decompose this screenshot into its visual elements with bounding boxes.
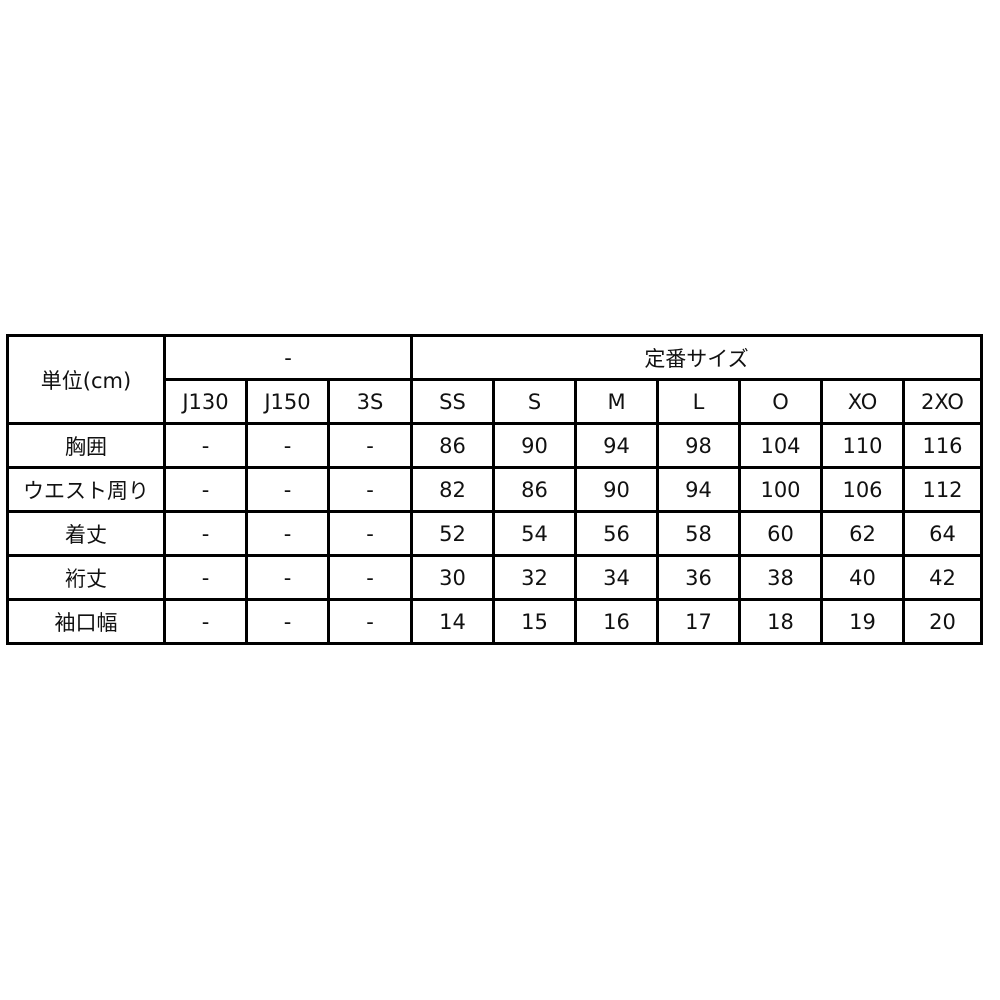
table-cell: - xyxy=(245,510,330,557)
table-cell: 90 xyxy=(492,422,577,469)
table-cell: - xyxy=(245,554,330,601)
unit-header: 単位(cm) xyxy=(6,334,166,425)
table-cell: 104 xyxy=(738,422,823,469)
table-cell: 64 xyxy=(902,510,983,557)
table-cell: 94 xyxy=(574,422,659,469)
group-header-other: - xyxy=(163,334,413,381)
table-cell: 106 xyxy=(820,466,905,513)
table-cell: 86 xyxy=(410,422,495,469)
table-row: 袖口幅 - - -14 15 16 17 18 19 20 xyxy=(6,598,983,645)
table-cell: - xyxy=(163,598,248,645)
table-row: 着丈 - - -52 54 56 58 60 62 64 xyxy=(6,510,983,557)
table-cell: 58 xyxy=(656,510,741,557)
table-cell: 100 xyxy=(738,466,823,513)
size-header: SS xyxy=(410,378,495,425)
table-cell: 52 xyxy=(410,510,495,557)
table-cell: 38 xyxy=(738,554,823,601)
size-header: 3S xyxy=(327,378,413,425)
table-cell: 82 xyxy=(410,466,495,513)
table-cell: - xyxy=(327,598,413,645)
size-header: XO xyxy=(820,378,905,425)
table-cell: 18 xyxy=(738,598,823,645)
group-header-standard: 定番サイズ xyxy=(410,334,983,381)
size-header: O xyxy=(738,378,823,425)
table-cell: 86 xyxy=(492,466,577,513)
table-row: ウエスト周り - - -82 86 90 94 100 106 112 xyxy=(6,466,983,513)
size-header: M xyxy=(574,378,659,425)
table-row: 裄丈 - - -30 32 34 36 38 40 42 xyxy=(6,554,983,601)
table-cell: - xyxy=(163,466,248,513)
table-cell: 94 xyxy=(656,466,741,513)
table-cell: 56 xyxy=(574,510,659,557)
table-cell: - xyxy=(327,466,413,513)
table-cell: 15 xyxy=(492,598,577,645)
table-cell: 17 xyxy=(656,598,741,645)
table-cell: 34 xyxy=(574,554,659,601)
table-cell: 98 xyxy=(656,422,741,469)
table-cell: - xyxy=(327,422,413,469)
size-header: J150 xyxy=(245,378,330,425)
row-label: 裄丈 xyxy=(6,554,166,601)
size-header: S xyxy=(492,378,577,425)
table-cell: - xyxy=(327,510,413,557)
table-cell: 62 xyxy=(820,510,905,557)
table-cell: 42 xyxy=(902,554,983,601)
table-cell: - xyxy=(163,510,248,557)
table-cell: 110 xyxy=(820,422,905,469)
table-cell: 19 xyxy=(820,598,905,645)
table-cell: - xyxy=(327,554,413,601)
table-cell: 60 xyxy=(738,510,823,557)
table-cell: 20 xyxy=(902,598,983,645)
table-cell: 36 xyxy=(656,554,741,601)
size-header: L xyxy=(656,378,741,425)
size-header: 2XO xyxy=(902,378,983,425)
table-cell: 30 xyxy=(410,554,495,601)
row-label: 袖口幅 xyxy=(6,598,166,645)
table-cell: - xyxy=(245,422,330,469)
size-header: J130 xyxy=(163,378,248,425)
group-header-row: 単位(cm) - 定番サイズ xyxy=(6,334,983,425)
table-cell: 112 xyxy=(902,466,983,513)
size-chart-table: 単位(cm) - 定番サイズ J130 J150 3S SS S M L O XO 2XO 胸囲 -… xyxy=(6,334,983,645)
table-cell: 16 xyxy=(574,598,659,645)
row-label: 着丈 xyxy=(6,510,166,557)
table-cell: 90 xyxy=(574,466,659,513)
table-cell: - xyxy=(163,422,248,469)
table-cell: - xyxy=(163,554,248,601)
row-label: ウエスト周り xyxy=(6,466,166,513)
table-cell: 14 xyxy=(410,598,495,645)
table-cell: 32 xyxy=(492,554,577,601)
table-row: 胸囲 - - -86 90 94 98 104 110 116 xyxy=(6,422,983,469)
table-cell: - xyxy=(245,598,330,645)
table-cell: 40 xyxy=(820,554,905,601)
size-header-row: J130 J150 3S SS S M L O XO 2XO xyxy=(8,378,983,425)
table-cell: 116 xyxy=(902,422,983,469)
table-cell: 54 xyxy=(492,510,577,557)
table-cell: - xyxy=(245,466,330,513)
row-label: 胸囲 xyxy=(6,422,166,469)
